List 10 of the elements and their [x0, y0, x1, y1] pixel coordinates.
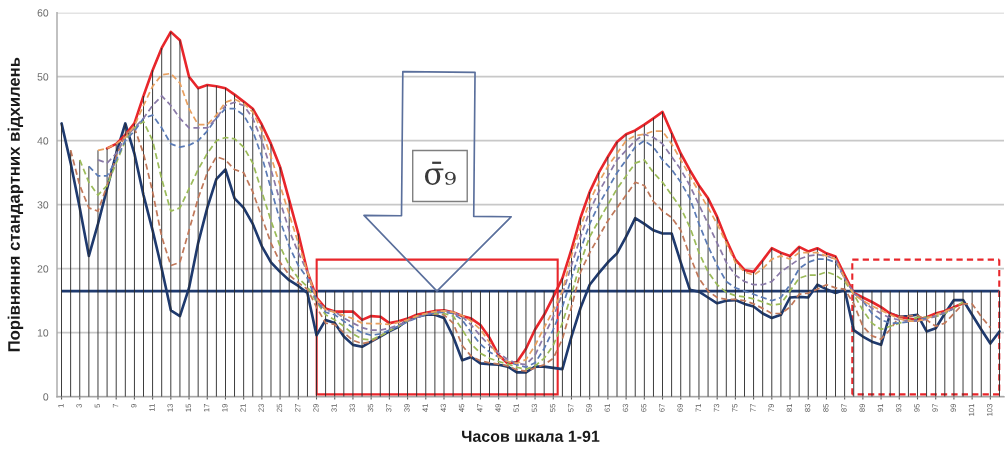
y-tick-label: 10 [37, 329, 49, 337]
y-tick-label: 50 [37, 73, 49, 81]
y-tick-label: 30 [37, 201, 49, 209]
y-tick-label: 40 [37, 137, 49, 145]
y-tick-label: 60 [37, 9, 49, 17]
y-axis-title: Порівняння стандартних відхилень [7, 57, 24, 352]
y-tick-label: 0 [43, 393, 49, 401]
y-tick-label: 20 [37, 265, 49, 273]
annotation: σ̄₉ [424, 161, 456, 185]
x-axis-title: Часов шкала 1-91 [462, 430, 600, 443]
